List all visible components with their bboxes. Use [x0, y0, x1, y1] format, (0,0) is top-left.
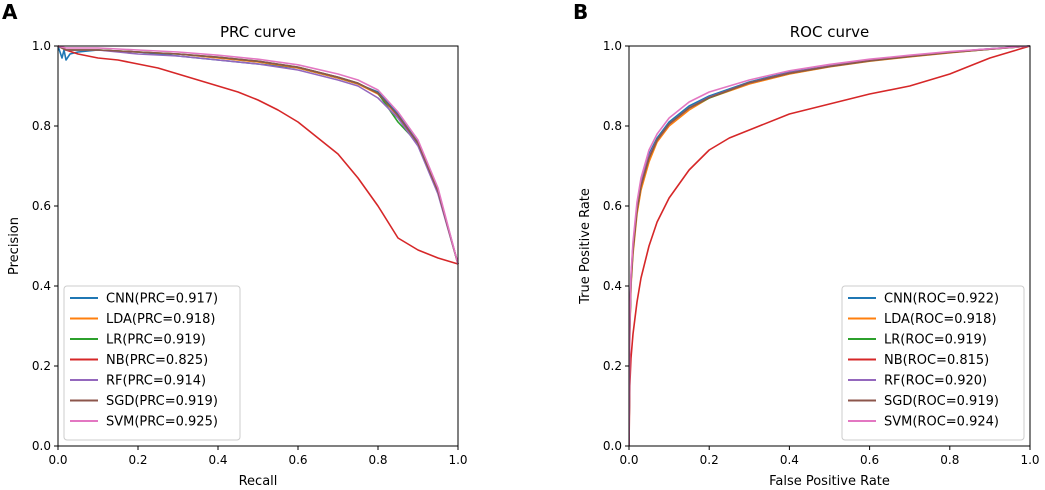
x-tick-label: 0.2 — [128, 453, 147, 467]
series-line-sgd — [58, 45, 459, 265]
y-tick-label: 0.6 — [32, 199, 51, 213]
y-tick-label: 0.6 — [603, 199, 622, 213]
x-tick-label: 0.2 — [700, 453, 719, 467]
panel-a: A PRC curve 0.0 0.2 0.4 0.6 0.8 1.0 0.0 0.2 0.4 0.6… — [2, 0, 468, 489]
x-tick-label: 0.6 — [860, 453, 879, 467]
y-axis-label: True Positive Rate — [578, 188, 593, 305]
y-tick-label: 0.8 — [32, 119, 51, 133]
legend-label: NB(ROC=0.815) — [884, 353, 989, 368]
panel-letter: B — [573, 0, 588, 24]
y-tick-label: 1.0 — [603, 39, 622, 53]
plot-frame — [628, 45, 1031, 447]
series-line-nb — [629, 45, 1031, 446]
series-line-svm — [58, 45, 459, 265]
y-tick-label: 0.2 — [603, 359, 622, 373]
legend-label: LDA(ROC=0.918) — [884, 312, 997, 327]
legend-label: SGD(ROC=0.919) — [884, 394, 999, 409]
legend-label: CNN(ROC=0.922) — [884, 292, 999, 307]
y-tick-label: 1.0 — [32, 39, 51, 53]
panel-b: B ROC curve 0.0 0.2 0.4 0.6 0.8 1.0 0.0 0.2 0.4 0.6… — [573, 0, 1040, 489]
x-axis-label: Recall — [239, 474, 278, 489]
series-line-nb — [58, 45, 459, 265]
legend: CNN(PRC=0.917) LDA(PRC=0.918) LR(PRC=0.919… — [63, 285, 241, 441]
panel-letter: A — [2, 0, 18, 24]
chart-title: PRC curve — [220, 23, 296, 41]
legend-label: SVM(ROC=0.924) — [884, 415, 999, 430]
y-tick-label: 0.0 — [32, 439, 51, 453]
legend-label: NB(PRC=0.825) — [106, 353, 208, 368]
legend-label: CNN(PRC=0.917) — [106, 292, 218, 307]
x-tick-label: 0.4 — [780, 453, 799, 467]
series-line-lda — [58, 45, 459, 265]
x-tick-label: 1.0 — [1020, 453, 1039, 467]
legend-label: SVM(PRC=0.925) — [106, 415, 218, 430]
legend-label: RF(PRC=0.914) — [106, 374, 206, 389]
legend: CNN(ROC=0.922) LDA(ROC=0.918) LR(ROC=0.919… — [841, 285, 1025, 441]
x-tick-label: 1.0 — [448, 453, 467, 467]
plot-frame — [57, 45, 459, 447]
series-line-rf — [58, 45, 459, 265]
legend-label: LR(ROC=0.919) — [884, 333, 987, 348]
series-group — [629, 45, 1031, 446]
legend-box — [841, 285, 1025, 441]
y-tick-label: 0.4 — [603, 279, 622, 293]
legend-label: RF(ROC=0.920) — [884, 374, 987, 389]
x-axis-label: False Positive Rate — [769, 474, 890, 489]
series-group — [58, 45, 459, 265]
x-tick-label: 0.0 — [48, 453, 67, 467]
legend-box — [63, 285, 241, 441]
chart-title: ROC curve — [790, 23, 870, 41]
legend-label: LR(PRC=0.919) — [106, 333, 206, 348]
x-tick-label: 0.4 — [208, 453, 227, 467]
y-tick-label: 0.8 — [603, 119, 622, 133]
x-tick-label: 0.6 — [288, 453, 307, 467]
y-tick-label: 0.0 — [603, 439, 622, 453]
legend-label: SGD(PRC=0.919) — [106, 394, 218, 409]
series-line-lr — [58, 45, 459, 265]
y-tick-label: 0.4 — [32, 279, 51, 293]
x-tick-label: 0.0 — [619, 453, 638, 467]
legend-label: LDA(PRC=0.918) — [106, 312, 215, 327]
x-tick-label: 0.8 — [940, 453, 959, 467]
y-tick-label: 0.2 — [32, 359, 51, 373]
y-axis-label: Precision — [7, 217, 22, 275]
x-tick-label: 0.8 — [368, 453, 387, 467]
series-line-cnn — [58, 45, 459, 265]
series-line-svm — [629, 45, 1031, 446]
